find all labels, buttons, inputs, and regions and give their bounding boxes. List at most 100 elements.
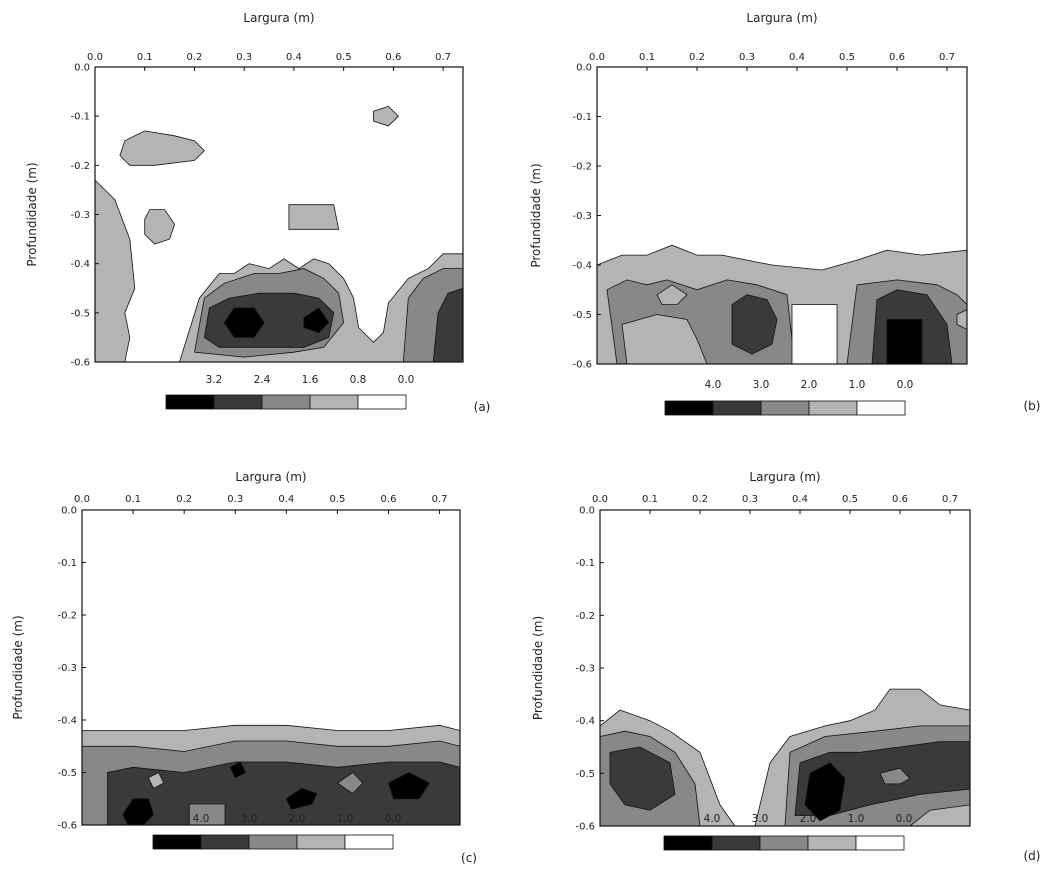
panel-c-x-tick-1: 0.1 <box>125 494 141 505</box>
panel-b-colorbar: 4.0 3.0 2.0 1.0 0.0 <box>664 379 913 416</box>
panel-b-x-tick-1: 0.1 <box>639 52 655 63</box>
panel-d: Largura (m) 0.0 0.1 0.2 0.3 0.4 0.5 0.6 0.7 0.0 -0… <box>531 470 1040 863</box>
panel-d-label: (d) <box>1024 849 1041 863</box>
panel-c-x-tick-2: 0.2 <box>176 494 192 505</box>
panel-c-colorbar-label-4: 0.0 <box>385 813 402 825</box>
panel-b-y-tick-3: -0.3 <box>572 211 592 222</box>
panel-b-colorbar-swatch-3 <box>808 400 858 416</box>
panel-d-y-tick-5: -0.5 <box>575 769 595 780</box>
panel-a-x-tick-5: 0.5 <box>336 52 352 63</box>
panel-a-colorbar-label-1: 2.4 <box>254 374 271 386</box>
panel-b-x-axis-title: Largura (m) <box>746 11 817 25</box>
panel-d-y-axis-title: Profundidade (m) <box>531 616 545 720</box>
panel-c-y-tick-0: 0.0 <box>61 506 77 517</box>
panel-a-colorbar: 3.2 2.4 1.6 0.8 0.0 <box>165 374 415 410</box>
panel-d-x-tick-0: 0.0 <box>592 494 608 505</box>
panel-d-colorbar-label-4: 0.0 <box>896 813 913 825</box>
panel-a-region-4 <box>373 105 399 127</box>
panel-d-y-tick-0: 0.0 <box>579 506 595 517</box>
panel-d-colorbar-label-1: 3.0 <box>752 813 769 825</box>
panel-c-y-tick-5: -0.5 <box>57 768 77 779</box>
panel-d-colorbar-label-2: 2.0 <box>800 813 817 825</box>
panel-b-colorbar-swatch-0 <box>664 400 714 416</box>
panel-c-contours <box>82 724 460 825</box>
panel-c-y-tick-6: -0.6 <box>57 821 77 832</box>
panel-d-y-tick-4: -0.4 <box>575 716 595 727</box>
panel-d-region-6 <box>804 762 846 822</box>
panel-c-colorbar-label-3: 1.0 <box>337 813 354 825</box>
panel-d-region-4 <box>609 746 676 811</box>
panel-b-y-tick-4: -0.4 <box>572 261 592 272</box>
panel-c-y-tick-3: -0.3 <box>57 663 77 674</box>
panel-b-label: (b) <box>1024 399 1041 413</box>
panel-d-contours <box>600 688 970 826</box>
panel-b-region-7 <box>791 304 838 364</box>
panel-d-colorbar-swatch-0 <box>663 835 713 851</box>
panel-a-y-tick-0: 0.0 <box>74 63 90 74</box>
panel-b-x-tick-6: 0.6 <box>889 52 905 63</box>
panel-d-x-tick-2: 0.2 <box>692 494 708 505</box>
panel-a-region-0 <box>95 179 136 362</box>
panel-a: Largura (m) 0.0 0.1 0.2 0.3 0.4 0.5 0.6 0.7 0.0 -0… <box>25 11 490 414</box>
panel-c-y-tick-2: -0.2 <box>57 611 77 622</box>
panel-d-colorbar-swatch-2 <box>759 835 809 851</box>
panel-c-colorbar-swatch-0 <box>152 834 202 850</box>
panel-c-region-5 <box>285 787 318 810</box>
panel-c: Largura (m) 0.0 0.1 0.2 0.3 0.4 0.5 0.6 0.7 0.0 -0… <box>11 470 477 865</box>
panel-d-x-tick-1: 0.1 <box>642 494 658 505</box>
panel-d-colorbar-label-3: 1.0 <box>848 813 865 825</box>
panel-d-x-tick-7: 0.7 <box>942 494 958 505</box>
panel-a-y-axis-title: Profundidade (m) <box>25 162 39 266</box>
panel-b-region-8 <box>656 284 688 306</box>
panel-c-x-tick-3: 0.3 <box>227 494 243 505</box>
panel-b-y-tick-2: -0.2 <box>572 162 592 173</box>
panel-c-colorbar-swatch-3 <box>296 834 346 850</box>
panel-a-colorbar-swatch-1 <box>213 394 263 410</box>
panel-d-colorbar-swatch-4 <box>855 835 905 851</box>
panel-c-region-7 <box>188 803 226 825</box>
panel-c-x-tick-0: 0.0 <box>74 494 90 505</box>
panel-a-colorbar-label-4: 0.0 <box>398 374 415 386</box>
panel-a-y-tick-4: -0.4 <box>70 259 90 270</box>
panel-c-colorbar-label-2: 2.0 <box>289 813 306 825</box>
panel-c-region-8 <box>147 771 165 789</box>
panel-d-x-tick-3: 0.3 <box>742 494 758 505</box>
panel-a-colorbar-swatch-0 <box>165 394 215 410</box>
panel-a-x-tick-7: 0.7 <box>435 52 451 63</box>
panel-a-x-tick-1: 0.1 <box>137 52 153 63</box>
panel-d-y-tick-3: -0.3 <box>575 664 595 675</box>
panel-c-region-4 <box>229 761 247 779</box>
panel-a-colorbar-swatch-4 <box>357 394 407 410</box>
panel-d-y-tick-1: -0.1 <box>575 558 595 569</box>
panel-a-x-tick-2: 0.2 <box>187 52 203 63</box>
panel-a-colorbar-label-2: 1.6 <box>302 374 319 386</box>
panel-a-x-tick-6: 0.6 <box>385 52 401 63</box>
panel-b-x-tick-5: 0.5 <box>839 52 855 63</box>
panel-a-x-axis-title: Largura (m) <box>243 11 314 25</box>
panel-a-y-tick-3: -0.3 <box>70 210 90 221</box>
panel-c-region-9 <box>336 771 364 795</box>
panel-c-colorbar-swatch-1 <box>200 834 250 850</box>
panel-a-region-3 <box>288 204 340 230</box>
panel-d-colorbar-swatch-3 <box>807 835 857 851</box>
panel-c-x-axis-title: Largura (m) <box>235 470 306 484</box>
panel-b-y-tick-1: -0.1 <box>572 112 592 123</box>
panel-d-region-8 <box>909 804 970 826</box>
panel-c-label: (c) <box>461 851 477 865</box>
panel-b-colorbar-swatch-4 <box>856 400 906 416</box>
panel-c-colorbar-label-1: 3.0 <box>241 813 258 825</box>
panel-a-colorbar-swatch-2 <box>261 394 311 410</box>
panel-a-contours <box>95 105 463 362</box>
panel-a-x-tick-4: 0.4 <box>286 52 302 63</box>
panel-c-y-tick-4: -0.4 <box>57 716 77 727</box>
panel-b-colorbar-label-3: 1.0 <box>849 379 866 391</box>
panel-d-x-tick-4: 0.4 <box>792 494 808 505</box>
panel-a-region-11 <box>303 307 330 333</box>
panel-a-region-2 <box>144 209 176 245</box>
panel-b-y-tick-6: -0.6 <box>572 360 592 371</box>
panel-b-x-tick-0: 0.0 <box>589 52 605 63</box>
panel-d-x-tick-5: 0.5 <box>842 494 858 505</box>
panel-a-colorbar-label-3: 0.8 <box>350 374 367 386</box>
panel-b-colorbar-label-1: 3.0 <box>753 379 770 391</box>
panel-c-colorbar-swatch-2 <box>248 834 298 850</box>
